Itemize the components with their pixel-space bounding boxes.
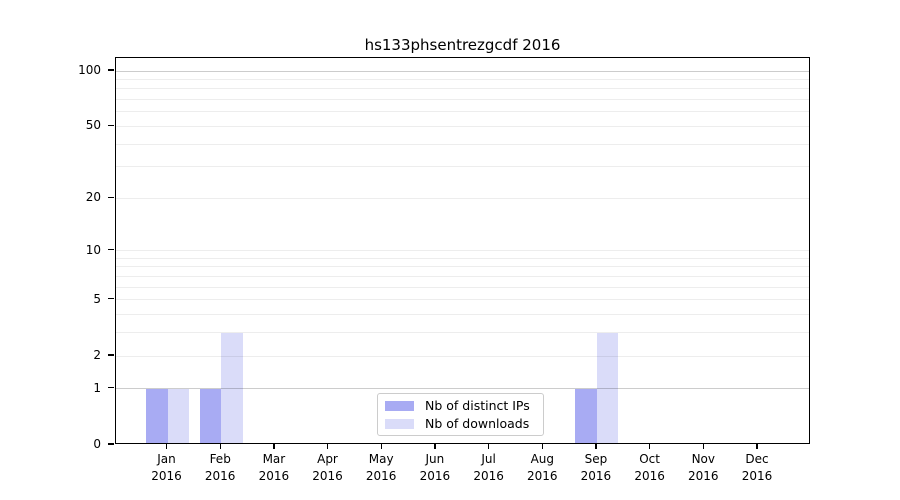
bar-distinct-ips <box>199 388 222 444</box>
gridline-y-3 <box>116 332 809 334</box>
bar-downloads <box>167 388 189 444</box>
x-tick-mark-7 <box>541 444 543 449</box>
gridline-y-90 <box>116 78 809 80</box>
bar-distinct-ips <box>575 388 597 444</box>
x-tick-mark-9 <box>649 444 651 449</box>
legend: Nb of distinct IPs Nb of downloads <box>377 393 544 436</box>
y-tick-mark-1 <box>108 387 114 389</box>
x-tick-label-9: Oct 2016 <box>634 452 665 483</box>
y-tick-mark-20 <box>108 196 114 198</box>
x-tick-mark-3 <box>326 444 329 449</box>
gridline-y-7 <box>116 276 809 277</box>
x-tick-mark-8 <box>595 444 597 449</box>
x-tick-mark-1 <box>219 444 221 449</box>
y-tick-label-0: 0 <box>93 437 101 451</box>
y-tick-label-2: 2 <box>93 348 101 362</box>
gridline-y-20 <box>116 197 809 199</box>
x-tick-mark-0 <box>165 444 168 449</box>
x-tick-mark-10 <box>702 444 704 449</box>
x-tick-label-2: Mar 2016 <box>258 452 290 483</box>
y-tick-mark-5 <box>108 298 114 300</box>
x-tick-label-5: Jun 2016 <box>419 452 451 483</box>
bar-distinct-ips <box>146 388 168 444</box>
gridline-y-8 <box>116 266 809 268</box>
gridline-y-10 <box>116 250 809 252</box>
legend-label-distinct-ips: Nb of distinct IPs <box>425 398 530 413</box>
x-tick-mark-11 <box>756 444 758 449</box>
x-tick-label-10: Nov 2016 <box>688 452 719 483</box>
gridline-y-40 <box>116 143 809 145</box>
gridline-y-80 <box>116 88 809 90</box>
gridline-y-5 <box>116 299 809 301</box>
x-tick-mark-4 <box>380 444 382 449</box>
x-tick-label-8: Sep 2016 <box>580 452 612 483</box>
legend-label-downloads: Nb of downloads <box>425 416 530 431</box>
legend-entry-downloads: Nb of downloads <box>385 415 536 432</box>
x-tick-label-4: May 2016 <box>365 452 397 483</box>
y-tick-mark-0 <box>108 443 114 445</box>
bar-downloads <box>221 332 243 444</box>
gridline-y-6 <box>116 286 809 288</box>
x-tick-label-1: Feb 2016 <box>204 452 236 483</box>
y-tick-label-5: 5 <box>93 291 101 306</box>
gridline-y-9 <box>116 257 809 259</box>
gridline-y-30 <box>116 166 809 168</box>
x-tick-mark-5 <box>434 444 436 449</box>
legend-swatch-downloads <box>385 418 414 429</box>
legend-swatch-distinct-ips <box>385 400 414 411</box>
gridline-y-50 <box>116 125 809 127</box>
y-tick-label-1: 1 <box>93 380 101 395</box>
gridline-y-100 <box>116 70 809 72</box>
x-tick-label-6: Jul 2016 <box>473 452 504 483</box>
y-tick-mark-10 <box>108 249 114 251</box>
gridline-y-2 <box>116 355 809 357</box>
x-tick-label-11: Dec 2016 <box>741 452 773 483</box>
x-tick-label-0: Jan 2016 <box>151 452 182 483</box>
x-tick-label-7: Aug 2016 <box>527 452 558 483</box>
x-tick-mark-6 <box>488 444 490 449</box>
bar-downloads <box>596 332 619 444</box>
gridline-y-70 <box>116 99 809 101</box>
y-tick-label-20: 20 <box>85 190 101 205</box>
gridline-y-60 <box>116 111 809 113</box>
legend-entry-distinct-ips: Nb of distinct IPs <box>385 397 536 414</box>
y-tick-label-10: 10 <box>85 242 101 257</box>
y-tick-mark-50 <box>108 124 114 127</box>
x-tick-label-3: Apr 2016 <box>312 452 343 483</box>
plot-area <box>115 57 810 444</box>
chart-title: hs133phsentrezgcdf 2016 <box>364 36 561 54</box>
gridline-y-4 <box>116 314 809 316</box>
y-tick-label-100: 100 <box>78 63 101 77</box>
y-tick-mark-100 <box>108 69 114 71</box>
x-tick-mark-2 <box>273 444 275 449</box>
y-tick-label-50: 50 <box>85 118 101 133</box>
y-tick-mark-2 <box>108 354 114 356</box>
